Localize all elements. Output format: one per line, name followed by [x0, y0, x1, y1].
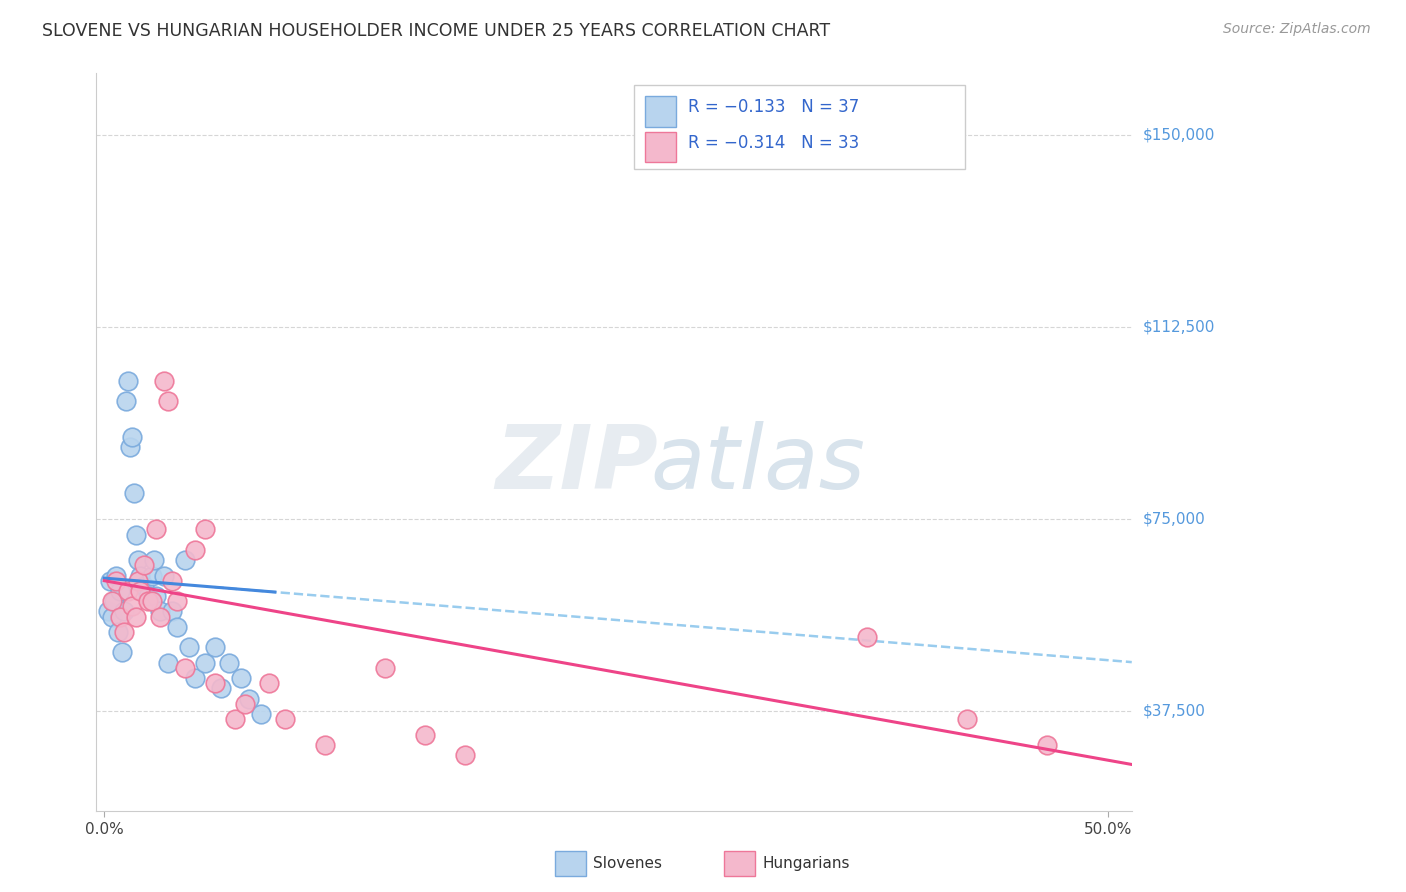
Point — [129, 568, 152, 582]
Point — [111, 645, 134, 659]
Text: Source: ZipAtlas.com: Source: ZipAtlas.com — [1223, 22, 1371, 37]
Point — [415, 727, 437, 741]
Point — [194, 522, 217, 536]
Point — [134, 579, 156, 593]
Point — [105, 574, 128, 588]
Point — [274, 712, 297, 726]
Point — [183, 671, 205, 685]
Text: $112,500: $112,500 — [1143, 319, 1215, 334]
Point — [129, 583, 152, 598]
Point — [149, 609, 172, 624]
Text: R = −0.133   N = 37: R = −0.133 N = 37 — [688, 98, 859, 116]
Point — [194, 656, 217, 670]
Point — [229, 671, 252, 685]
Point — [110, 609, 132, 624]
Point — [124, 486, 146, 500]
Text: R = −0.314   N = 33: R = −0.314 N = 33 — [688, 134, 859, 152]
Point — [153, 374, 176, 388]
Point — [98, 574, 121, 588]
Point — [110, 583, 132, 598]
Point — [218, 656, 240, 670]
Point — [141, 594, 163, 608]
Point — [145, 589, 167, 603]
Point — [153, 568, 176, 582]
Text: atlas: atlas — [650, 421, 865, 508]
Text: SLOVENE VS HUNGARIAN HOUSEHOLDER INCOME UNDER 25 YEARS CORRELATION CHART: SLOVENE VS HUNGARIAN HOUSEHOLDER INCOME … — [42, 22, 831, 40]
Point — [115, 394, 138, 409]
Point — [374, 661, 396, 675]
Point — [257, 676, 280, 690]
Point — [162, 604, 184, 618]
Point — [101, 594, 124, 608]
Text: $150,000: $150,000 — [1143, 127, 1215, 142]
Point — [120, 441, 142, 455]
Point — [314, 738, 336, 752]
Point — [454, 747, 477, 762]
Point — [117, 374, 139, 388]
Point — [856, 630, 879, 644]
Point — [204, 676, 226, 690]
Point — [143, 553, 166, 567]
Point — [233, 697, 256, 711]
Point — [166, 594, 188, 608]
Point — [121, 599, 143, 614]
Point — [125, 609, 148, 624]
Point — [112, 624, 135, 639]
Point — [224, 712, 246, 726]
Point — [249, 706, 271, 721]
Point — [162, 574, 184, 588]
Point — [112, 604, 135, 618]
Point — [141, 568, 163, 582]
Point — [166, 620, 188, 634]
Point — [157, 394, 180, 409]
Point — [149, 604, 172, 618]
Point — [177, 640, 200, 655]
Point — [103, 594, 125, 608]
Text: $75,000: $75,000 — [1143, 512, 1205, 526]
Text: ZIP: ZIP — [495, 421, 658, 508]
Point — [238, 691, 260, 706]
Point — [117, 583, 139, 598]
Point — [173, 661, 195, 675]
Point — [121, 430, 143, 444]
Point — [125, 527, 148, 541]
Point — [105, 568, 128, 582]
Point — [204, 640, 226, 655]
Point — [138, 594, 160, 608]
Point — [956, 712, 979, 726]
Text: Slovenes: Slovenes — [593, 856, 662, 871]
Point — [97, 604, 120, 618]
Point — [173, 553, 195, 567]
Point — [1036, 738, 1059, 752]
Point — [157, 656, 180, 670]
Text: Hungarians: Hungarians — [762, 856, 849, 871]
Point — [209, 681, 232, 696]
Point — [101, 609, 124, 624]
Point — [138, 589, 160, 603]
Point — [127, 574, 149, 588]
Point — [127, 553, 149, 567]
Point — [107, 624, 129, 639]
Point — [134, 558, 156, 573]
Point — [145, 522, 167, 536]
Text: $37,500: $37,500 — [1143, 704, 1206, 719]
Point — [183, 542, 205, 557]
